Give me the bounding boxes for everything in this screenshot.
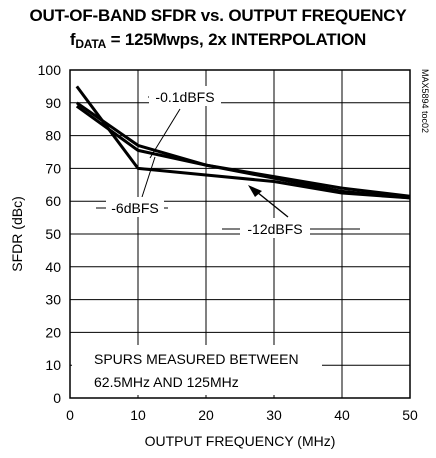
- x-tick-label: 50: [402, 407, 418, 423]
- series-label-bg: [106, 197, 164, 217]
- y-tick-label: 20: [45, 324, 61, 340]
- subtitle-subscript: DATA: [75, 37, 107, 51]
- figure-id-label: MAX5894 toc02: [420, 69, 430, 133]
- series-lines: [75, 85, 411, 200]
- chart-title: OUT-OF-BAND SFDR vs. OUTPUT FREQUENCY: [29, 6, 407, 25]
- x-tick-label: 10: [130, 407, 146, 423]
- y-tick-label: 60: [45, 193, 61, 209]
- arrow-head: [248, 185, 262, 197]
- y-axis-title: SFDR (dBc): [9, 196, 25, 271]
- x-tick-label: 30: [266, 407, 282, 423]
- x-tick-label: 40: [334, 407, 350, 423]
- y-tick-label: 0: [53, 390, 61, 406]
- y-tick-label: 40: [45, 259, 61, 275]
- y-tick-label: 10: [45, 357, 61, 373]
- x-axis-title: OUTPUT FREQUENCY (MHz): [145, 433, 336, 449]
- y-tick-label: 80: [45, 128, 61, 144]
- series-label: -0.1dBFS: [155, 89, 214, 105]
- leader-line: [141, 156, 156, 198]
- y-tick-label: 50: [45, 226, 61, 242]
- y-tick-label: 70: [45, 160, 61, 176]
- annotations: -0.1dBFS -6dBFS -12dBFS SPURS MEASURED BETW…: [72, 86, 360, 395]
- x-tick-label: 0: [66, 407, 74, 423]
- series-line: [75, 101, 411, 198]
- subtitle-rest: = 125Mwps, 2x INTERPOLATION: [106, 30, 367, 49]
- plot-frame: [69, 69, 411, 399]
- spurs-note-bg: [72, 345, 322, 395]
- leader-line: [149, 108, 181, 159]
- series-label-bg: [149, 86, 221, 106]
- chart-subtitle: fDATA = 125Mwps, 2x INTERPOLATION: [0, 30, 436, 51]
- x-tick-label: 20: [198, 407, 214, 423]
- spurs-note-line1: SPURS MEASURED BETWEEN: [94, 351, 299, 367]
- series-line: [75, 85, 411, 200]
- spurs-note-line2: 62.5MHz AND 125MHz: [94, 374, 239, 390]
- y-tick-label: 100: [38, 62, 62, 78]
- subtitle-prefix: f: [69, 30, 76, 49]
- series-label: -6dBFS: [111, 200, 158, 216]
- y-tick-label: 30: [45, 292, 61, 308]
- series-label: -12dBFS: [247, 221, 302, 237]
- y-tick-label: 90: [45, 95, 61, 111]
- series-label-bg: [240, 218, 310, 238]
- axis-ticks: 0 10 20 30 40 50 60 70 80 90 100 0 10 20 30 40 50: [38, 62, 418, 423]
